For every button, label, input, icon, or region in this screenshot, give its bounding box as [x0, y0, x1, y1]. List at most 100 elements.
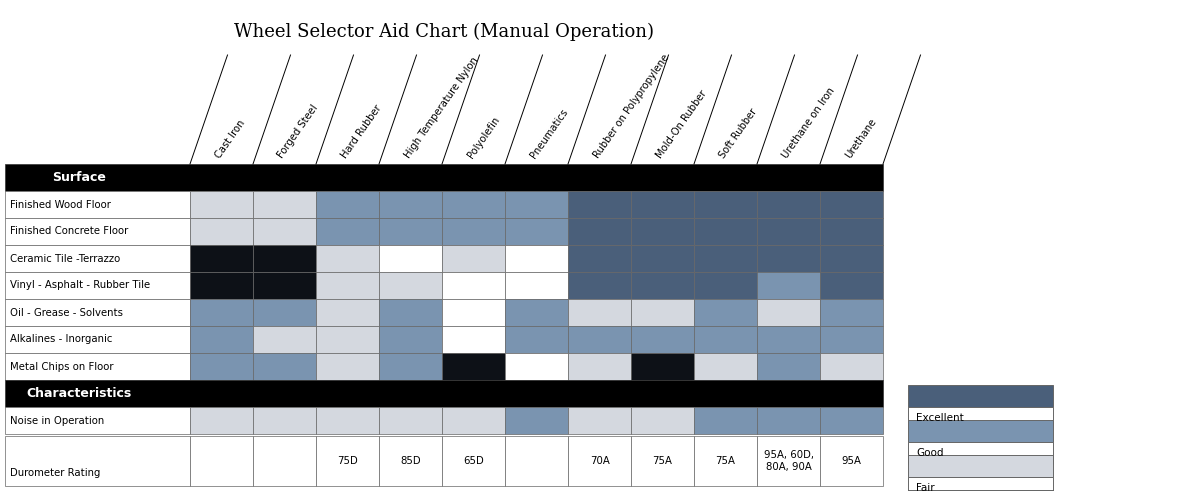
Text: Finished Concrete Floor: Finished Concrete Floor [10, 226, 128, 237]
Text: Wheel Selector Aid Chart (Manual Operation): Wheel Selector Aid Chart (Manual Operati… [234, 23, 654, 41]
Bar [631, 299, 694, 326]
Text: 70A: 70A [589, 456, 610, 466]
Bar [568, 299, 631, 326]
Bar [505, 299, 568, 326]
Bar [442, 436, 505, 486]
Bar [631, 218, 694, 245]
Text: Good: Good [916, 448, 943, 458]
Bar [505, 245, 568, 272]
Text: Forged Steel: Forged Steel [276, 103, 320, 160]
Bar [190, 326, 253, 353]
Text: Cast Iron: Cast Iron [214, 118, 247, 160]
Bar [253, 191, 316, 218]
Bar [253, 407, 316, 434]
Bar [505, 272, 568, 299]
Bar [379, 191, 442, 218]
Bar [568, 191, 631, 218]
Bar [694, 191, 757, 218]
Bar [631, 326, 694, 353]
Bar [568, 407, 631, 434]
Bar [820, 272, 883, 299]
Bar [5, 164, 883, 191]
Bar [757, 218, 820, 245]
Text: 65D: 65D [463, 456, 484, 466]
Bar [253, 436, 316, 486]
Text: Oil - Grease - Solvents: Oil - Grease - Solvents [10, 307, 124, 318]
Bar [694, 326, 757, 353]
Bar [757, 272, 820, 299]
Bar [694, 353, 757, 380]
Bar [757, 299, 820, 326]
Text: Durometer Rating: Durometer Rating [10, 468, 101, 479]
Bar [442, 299, 505, 326]
Bar [820, 353, 883, 380]
Bar [5, 436, 190, 486]
Text: 95A: 95A [841, 456, 862, 466]
Bar [190, 353, 253, 380]
Text: Ceramic Tile -Terrazzo: Ceramic Tile -Terrazzo [10, 253, 120, 264]
Bar [442, 326, 505, 353]
Bar [190, 218, 253, 245]
Bar [316, 407, 379, 434]
Bar [820, 299, 883, 326]
Text: Soft Rubber: Soft Rubber [718, 107, 758, 160]
Bar [379, 245, 442, 272]
Bar [253, 353, 316, 380]
Text: Hard Rubber: Hard Rubber [340, 103, 384, 160]
Bar [379, 218, 442, 245]
Bar [505, 326, 568, 353]
Bar [316, 218, 379, 245]
Bar [908, 490, 1054, 491]
Text: High Temperature Nylon: High Temperature Nylon [402, 55, 480, 160]
Bar [5, 218, 190, 245]
Bar [757, 353, 820, 380]
Bar [5, 191, 190, 218]
Bar [908, 420, 1054, 442]
Bar [757, 436, 820, 486]
Bar [631, 245, 694, 272]
Bar [568, 326, 631, 353]
Bar [820, 407, 883, 434]
Bar [757, 407, 820, 434]
Bar [253, 245, 316, 272]
Bar [316, 272, 379, 299]
Bar [379, 299, 442, 326]
Text: Surface: Surface [52, 171, 106, 184]
Bar [568, 218, 631, 245]
Bar [631, 353, 694, 380]
Bar [908, 477, 1054, 491]
Bar [820, 191, 883, 218]
Bar [694, 407, 757, 434]
Text: Noise in Operation: Noise in Operation [10, 415, 104, 426]
Bar [757, 245, 820, 272]
Bar [253, 218, 316, 245]
Bar [820, 245, 883, 272]
Bar [442, 272, 505, 299]
Bar [568, 245, 631, 272]
Bar [908, 455, 1054, 477]
Bar [5, 326, 190, 353]
Bar [694, 299, 757, 326]
Bar [505, 436, 568, 486]
Bar [442, 245, 505, 272]
Text: Vinyl - Asphalt - Rubber Tile: Vinyl - Asphalt - Rubber Tile [10, 280, 150, 291]
Bar [316, 299, 379, 326]
Bar [631, 407, 694, 434]
Text: Characteristics: Characteristics [26, 387, 132, 400]
Bar [908, 442, 1054, 464]
Bar [505, 353, 568, 380]
Text: Rubber on Polypropylene: Rubber on Polypropylene [592, 53, 671, 160]
Bar [908, 385, 1054, 407]
Text: Urethane: Urethane [844, 116, 878, 160]
Bar [442, 353, 505, 380]
Bar [190, 407, 253, 434]
Bar [694, 218, 757, 245]
Bar [631, 191, 694, 218]
Bar [190, 299, 253, 326]
Bar [568, 272, 631, 299]
Bar [190, 245, 253, 272]
Text: 75A: 75A [715, 456, 736, 466]
Bar [568, 436, 631, 486]
Bar [442, 191, 505, 218]
Bar [505, 191, 568, 218]
